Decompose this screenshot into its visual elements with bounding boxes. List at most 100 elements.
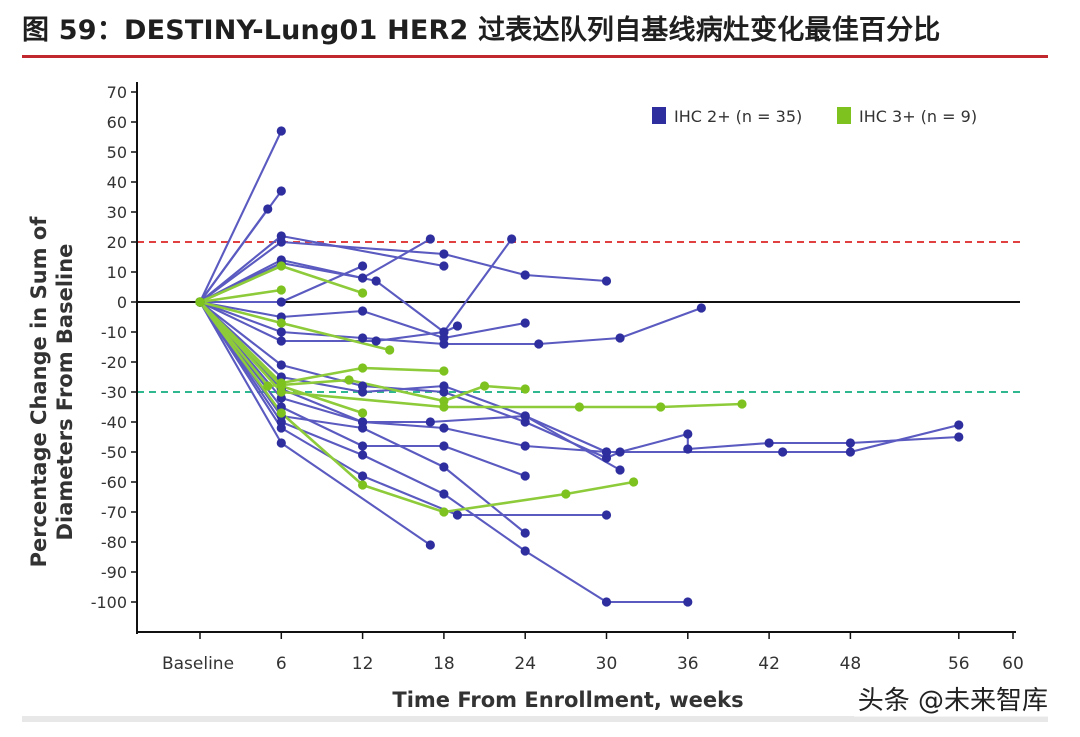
data-point-ihc2 [615,333,625,343]
legend-label-ihc3: IHC 3+ (n = 9) [859,107,977,126]
data-point-ihc3 [629,477,639,487]
data-point-ihc3 [439,366,449,376]
x-tick-label: 48 [840,654,862,674]
data-point-ihc3 [263,381,273,391]
data-point-ihc2 [439,489,449,499]
data-point-ihc2 [276,237,286,247]
data-point-ihc2 [520,411,530,421]
data-point-ihc2 [452,321,463,331]
data-point-ihc2 [425,234,435,244]
page-title: 图 59：DESTINY-Lung01 HER2 过表达队列自基线病灶变化最佳百… [22,15,941,46]
y-tick-label: -70 [101,503,127,522]
y-tick-label: -50 [101,443,127,462]
data-point-ihc2 [520,471,530,481]
data-point-ihc3 [385,345,395,355]
data-point-ihc2 [954,432,964,442]
data-point-ihc2 [615,465,625,475]
data-point-ihc2 [358,423,368,433]
data-point-ihc2 [601,510,612,520]
data-point-ihc2 [439,249,449,259]
line-chart: 70 60 50 40 30 20 10 0 -10 -20 -30 -40 -50 -60 -70 -80 -… [27,82,1024,712]
legend: IHC 2+ (n = 35) IHC 3+ (n = 9) [652,107,977,126]
x-tick-label: 30 [596,654,618,674]
data-point-ihc2 [425,417,435,427]
data-point-ihc2 [534,339,544,349]
x-tick-label: 60 [1002,654,1024,674]
y-tick-label: -10 [101,323,127,342]
y-tick-label: -100 [91,593,127,612]
data-point-ihc3 [358,288,368,298]
y-tick-label: -90 [101,563,127,582]
legend-label-ihc2: IHC 2+ (n = 35) [674,107,802,126]
data-point-ihc2 [778,447,788,457]
data-point-ihc3 [439,507,449,517]
data-point-ihc3 [276,285,286,295]
data-point-ihc2 [439,423,449,433]
data-point-ihc2 [439,339,449,349]
y-tick-label: 40 [107,173,127,192]
data-point-ihc3 [276,261,286,271]
data-point-ihc3 [737,399,747,409]
y-tick-label: -30 [101,383,127,402]
data-point-ihc3 [656,402,666,412]
footer-rule [22,716,1048,722]
data-point-ihc2 [276,438,286,448]
y-tick-label: 50 [107,143,127,162]
y-tick-label: 30 [107,203,127,222]
data-point-ihc2 [520,528,530,538]
data-point-ihc2 [615,447,625,457]
data-point-ihc2 [683,429,693,439]
series-line-ihc3-25 [199,301,743,409]
data-point-ihc3 [520,384,530,394]
data-point-ihc2 [601,597,612,607]
data-point-ihc2 [601,276,612,286]
data-point-ihc2 [276,186,286,196]
y-tick-label: 60 [107,113,127,132]
data-point-ihc3 [195,297,205,307]
data-point-ihc2 [520,318,530,328]
data-point-ihc3 [358,408,368,418]
data-point-ihc2 [507,234,517,244]
data-point-ihc2 [358,450,368,460]
series-line-ihc3-26 [198,301,634,514]
y-tick-label: -40 [101,413,127,432]
x-tick-label: 18 [433,654,455,674]
x-tick-label: 56 [948,654,970,674]
data-point-ihc2 [452,510,463,520]
y-axis-label-line2: Diameters From Baseline [53,244,77,541]
data-point-ihc3 [574,402,585,412]
series-line-ihc2-2 [199,208,269,303]
series-line-ihc2-7 [199,238,431,303]
data-point-ihc2 [276,297,286,307]
data-point-ihc3 [439,402,449,412]
title-rule [22,55,1048,58]
data-point-ihc2 [439,381,449,391]
y-tick-label: 20 [107,233,127,252]
data-point-ihc2 [358,306,368,316]
data-point-ihc2 [371,276,381,286]
data-point-ihc3 [276,318,286,328]
data-point-ihc2 [276,126,286,136]
data-point-ihc2 [439,327,449,337]
data-point-ihc2 [276,423,286,433]
y-tick-label: -60 [101,473,127,492]
data-point-ihc2 [276,360,286,370]
data-point-ihc2 [954,420,964,430]
data-point-ihc2 [696,303,706,313]
y-tick-label: -20 [101,353,127,372]
watermark: 头条 @未来智库 [853,680,1052,717]
series-line-ihc3-24 [198,301,526,403]
chart-area: 70 60 50 40 30 20 10 0 -10 -20 -30 -40 -50 -60 -70 -80 -… [0,62,1080,737]
data-point-ihc2 [276,327,286,337]
data-point-ihc3 [344,375,354,385]
data-point-ihc2 [439,441,449,451]
data-point-ihc3 [479,381,490,391]
legend-swatch-ihc3 [837,107,851,124]
x-tick-label: 42 [758,654,780,674]
series-line-ihc3-20 [199,288,282,304]
data-point-ihc3 [276,381,286,391]
x-tick-label: 6 [276,654,287,674]
data-point-ihc2 [439,261,449,271]
y-axis-label-line1: Percentage Change in Sum of [27,216,51,568]
x-tick-label: 36 [677,654,699,674]
